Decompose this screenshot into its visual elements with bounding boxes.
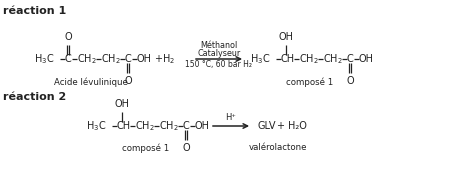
Text: OH: OH xyxy=(359,54,374,64)
Text: réaction 1: réaction 1 xyxy=(3,6,66,16)
Text: CH$_2$: CH$_2$ xyxy=(77,52,97,66)
Text: C: C xyxy=(183,121,190,131)
Text: Méthanol: Méthanol xyxy=(201,42,237,51)
Text: H$_3$C: H$_3$C xyxy=(86,119,106,133)
Text: +: + xyxy=(276,121,284,131)
Text: H₂O: H₂O xyxy=(288,121,307,131)
Text: C: C xyxy=(65,54,72,64)
Text: H$_3$C: H$_3$C xyxy=(34,52,55,66)
Text: CH$_2$: CH$_2$ xyxy=(159,119,179,133)
Text: CH: CH xyxy=(117,121,131,131)
Text: CH$_2$: CH$_2$ xyxy=(135,119,155,133)
Text: Acide lévulinique: Acide lévulinique xyxy=(54,77,128,87)
Text: H$_3$C: H$_3$C xyxy=(250,52,270,66)
Text: 150 °C, 60 bar H₂: 150 °C, 60 bar H₂ xyxy=(185,61,253,70)
Text: CH$_2$: CH$_2$ xyxy=(299,52,319,66)
Text: CH$_2$: CH$_2$ xyxy=(323,52,343,66)
Text: H⁺: H⁺ xyxy=(226,113,237,122)
Text: O: O xyxy=(64,32,72,42)
Text: OH: OH xyxy=(115,99,129,109)
Text: OH: OH xyxy=(137,54,152,64)
Text: OH: OH xyxy=(279,32,293,42)
Text: composé 1: composé 1 xyxy=(286,77,333,87)
Text: CH: CH xyxy=(281,54,295,64)
Text: C: C xyxy=(125,54,132,64)
Text: OH: OH xyxy=(195,121,210,131)
Text: valérolactone: valérolactone xyxy=(249,143,307,152)
Text: O: O xyxy=(346,76,354,86)
Text: O: O xyxy=(124,76,132,86)
Text: O: O xyxy=(182,143,190,153)
Text: composé 1: composé 1 xyxy=(122,143,169,153)
Text: Catalyseur: Catalyseur xyxy=(197,48,241,57)
Text: H$_2$: H$_2$ xyxy=(162,52,175,66)
Text: réaction 2: réaction 2 xyxy=(3,92,66,102)
Text: C: C xyxy=(347,54,354,64)
Text: CH$_2$: CH$_2$ xyxy=(101,52,121,66)
Text: +: + xyxy=(154,54,162,64)
Text: GLV: GLV xyxy=(258,121,276,131)
